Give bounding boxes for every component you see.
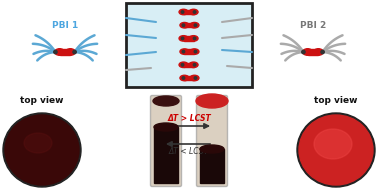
Bar — [184, 10, 194, 14]
Ellipse shape — [154, 123, 178, 131]
Ellipse shape — [190, 75, 199, 81]
Bar — [184, 49, 194, 54]
Text: ΔT > LCST: ΔT > LCST — [167, 114, 211, 123]
Ellipse shape — [179, 36, 188, 41]
Text: top view: top view — [20, 96, 64, 105]
Bar — [184, 23, 194, 27]
Ellipse shape — [299, 115, 373, 185]
Ellipse shape — [179, 62, 188, 67]
Ellipse shape — [180, 22, 189, 28]
Ellipse shape — [190, 49, 199, 54]
FancyBboxPatch shape — [150, 95, 181, 187]
Ellipse shape — [189, 62, 198, 67]
FancyBboxPatch shape — [197, 95, 228, 187]
Text: PBI 2: PBI 2 — [300, 20, 326, 29]
Ellipse shape — [153, 96, 179, 106]
Circle shape — [54, 50, 57, 54]
Circle shape — [181, 11, 184, 13]
Ellipse shape — [3, 113, 81, 187]
Text: PBI 1: PBI 1 — [52, 20, 78, 29]
Circle shape — [181, 37, 184, 40]
Bar — [184, 76, 194, 80]
Ellipse shape — [180, 75, 189, 81]
Circle shape — [193, 37, 196, 40]
Ellipse shape — [55, 49, 64, 55]
Circle shape — [194, 77, 197, 79]
Bar — [184, 36, 194, 41]
Circle shape — [182, 77, 185, 79]
Ellipse shape — [66, 49, 75, 55]
Circle shape — [193, 64, 196, 66]
Ellipse shape — [314, 49, 323, 55]
Circle shape — [321, 50, 324, 54]
Circle shape — [182, 24, 185, 26]
Ellipse shape — [190, 22, 199, 28]
Ellipse shape — [5, 115, 79, 185]
Ellipse shape — [24, 133, 52, 153]
Bar — [200, 149, 224, 183]
Ellipse shape — [189, 9, 198, 15]
Text: ΔT < LCST: ΔT < LCST — [169, 147, 209, 156]
Bar — [308, 49, 318, 55]
Circle shape — [181, 64, 184, 66]
Ellipse shape — [297, 113, 375, 187]
Text: top view: top view — [314, 96, 358, 105]
Circle shape — [194, 24, 197, 26]
Ellipse shape — [179, 9, 188, 15]
Bar — [154, 127, 178, 183]
Circle shape — [302, 50, 305, 54]
Circle shape — [193, 11, 196, 13]
Bar — [126, 3, 252, 87]
Ellipse shape — [189, 36, 198, 41]
Bar — [184, 63, 194, 67]
Ellipse shape — [200, 145, 224, 153]
Circle shape — [194, 50, 197, 53]
Circle shape — [182, 50, 185, 53]
Ellipse shape — [196, 94, 228, 108]
Ellipse shape — [180, 49, 189, 54]
Bar — [60, 49, 70, 55]
Circle shape — [73, 50, 76, 54]
Ellipse shape — [303, 49, 312, 55]
Ellipse shape — [314, 129, 352, 159]
